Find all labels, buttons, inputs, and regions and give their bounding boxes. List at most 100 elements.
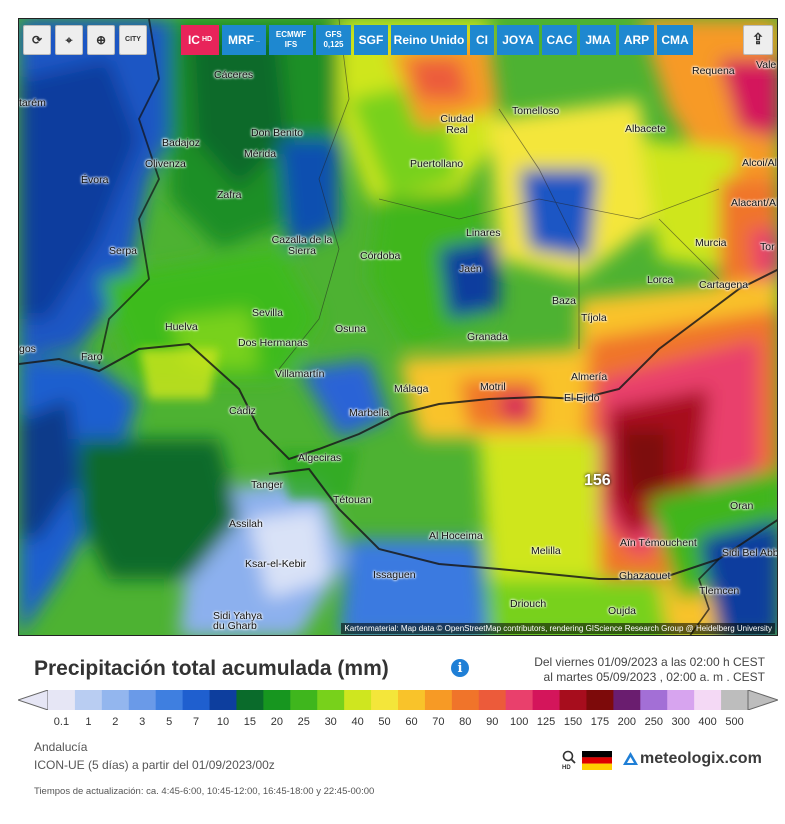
city-label: gos	[19, 343, 36, 355]
color-scale-ticks: 0.1 1 2 3 5 7 10 15 20 25 30 40 50 60 70 80 90 100 125 150 1…	[18, 716, 778, 730]
city-label: Cartagena	[699, 279, 749, 291]
scale-tick-label: 10	[216, 716, 230, 728]
city-label: Tanger	[251, 479, 284, 491]
model-button-reino-unido[interactable]: Reino Unido	[391, 25, 467, 55]
model-button-mrf[interactable]: MRF _	[222, 25, 266, 55]
city-label: Cazalla de la Sierra	[271, 234, 333, 257]
scale-arrow-left	[18, 690, 49, 710]
scale-swatch	[371, 690, 399, 710]
model-label: IC	[187, 33, 200, 47]
model-label: JMA	[585, 33, 611, 47]
scale-arrow-right	[747, 690, 778, 710]
scale-tick-label: 0.1	[53, 716, 70, 728]
model-run: ICON-UE (5 días) a partir del 01/09/2023…	[34, 758, 275, 772]
city-label: Cádiz	[229, 405, 256, 417]
scale-swatch	[478, 690, 507, 710]
scale-tick-label: 200	[617, 716, 637, 728]
map-canvas	[19, 19, 777, 635]
model-label: MRF	[228, 33, 255, 47]
model-sublabel: _	[256, 36, 260, 43]
scale-swatch	[640, 690, 668, 710]
update-times: Tiempos de actualización: ca. 4:45-6:00,…	[34, 786, 375, 797]
model-button-arp[interactable]: ARP	[619, 25, 654, 55]
scale-swatch	[532, 690, 561, 710]
scale-swatch	[317, 690, 345, 710]
model-button-jma[interactable]: JMA	[580, 25, 616, 55]
zoom-icon[interactable]: ⊕	[87, 25, 115, 55]
model-button-ecmwf[interactable]: ECMWF IFS	[269, 25, 313, 55]
forecast-period: Del viernes 01/09/2023 a las 02:00 h CES…	[534, 655, 765, 685]
model-label: CMA	[661, 33, 689, 47]
scale-swatch	[290, 690, 318, 710]
scale-tick-label: 5	[166, 716, 173, 728]
scale-swatch	[424, 690, 453, 710]
city-label: Málaga	[394, 383, 429, 395]
city-label: Algeciras	[298, 452, 342, 464]
city-label: Puertollano	[410, 158, 464, 170]
brand-name[interactable]: meteologix.com	[640, 750, 762, 767]
city-label: Don Benito	[251, 127, 303, 139]
city-label: Córdoba	[360, 250, 401, 262]
city-label: Jaén	[459, 263, 482, 275]
model-button-cac[interactable]: CAC	[542, 25, 577, 55]
city-label: Dos Hermanas	[238, 337, 309, 349]
city-label: Granada	[467, 331, 508, 343]
scale-swatch	[559, 690, 587, 710]
city-label: Mérida	[244, 148, 277, 160]
model-button-sgf[interactable]: SGF	[354, 25, 388, 55]
scale-swatch	[451, 690, 480, 710]
model-sublabel: 0,125	[323, 40, 344, 49]
scale-tick-label: 175	[590, 716, 610, 728]
model-button-ic[interactable]: IC HD	[181, 25, 219, 55]
hd-label: HD	[562, 765, 571, 770]
scale-swatch	[182, 690, 211, 710]
city-label: Évora	[81, 174, 109, 186]
map-attribution: Kartenmaterial: Map data © OpenStreetMap…	[341, 623, 775, 634]
scale-swatch	[586, 690, 614, 710]
city-label: Driouch	[510, 598, 547, 610]
scale-tick-label: 40	[351, 716, 364, 728]
scale-tick-label: 25	[297, 716, 310, 728]
city-label: Zafra	[217, 189, 242, 201]
share-icon[interactable]: ⇪	[743, 25, 773, 55]
city-label: Lorca	[647, 274, 674, 286]
city-label: Tomelloso	[512, 105, 560, 117]
scale-swatch	[613, 690, 641, 710]
city-label: Melilla	[531, 545, 561, 557]
city-label: Cáceres	[214, 69, 254, 81]
city-label: Faro	[81, 351, 103, 363]
hd-search-icon[interactable]: HD	[561, 750, 577, 770]
refresh-icon[interactable]: ⟳	[23, 25, 51, 55]
scale-tick-label: 500	[725, 716, 744, 728]
city-label: Oran	[730, 500, 754, 512]
model-label: ARP	[623, 33, 650, 47]
city-toggle-button[interactable]: CITY	[119, 25, 147, 55]
scale-tick-label: 100	[509, 716, 529, 728]
max-precipitation-value: 156	[584, 472, 611, 489]
model-button-cma[interactable]: CMA	[657, 25, 693, 55]
model-label: GFS	[325, 30, 342, 39]
scale-tick-label: 400	[698, 716, 717, 728]
city-label: Olivenza	[145, 158, 186, 170]
precipitation-map[interactable]: ⟳ ⌖ ⊕ CITY IC HD MRF _ ECMWF IFS GFS 0,125 S…	[18, 18, 778, 636]
legend-title: Precipitación total acumulada (mm)	[34, 657, 389, 680]
germany-flag-icon[interactable]	[582, 751, 612, 770]
location-pin-icon[interactable]: ⌖	[55, 25, 83, 55]
model-button-ci[interactable]: CI	[470, 25, 494, 55]
city-label: Vale	[756, 59, 777, 71]
model-toolbar: ⟳ ⌖ ⊕ CITY IC HD MRF _ ECMWF IFS GFS 0,125 S…	[19, 25, 777, 55]
scale-tick-label: 20	[270, 716, 283, 728]
info-icon[interactable]: i	[451, 659, 469, 677]
scale-tick-label: 90	[486, 716, 499, 728]
city-label: Huelva	[165, 321, 198, 333]
city-label: Requena	[692, 65, 735, 77]
scale-tick-label: 125	[536, 716, 556, 728]
model-button-gfs[interactable]: GFS 0,125	[316, 25, 351, 55]
model-label: CI	[476, 33, 488, 47]
city-label: Ghazaouet	[619, 570, 671, 582]
model-button-joya[interactable]: JOYA	[497, 25, 539, 55]
scale-tick-label: 300	[671, 716, 690, 728]
city-label: tarém	[19, 97, 46, 109]
city-label: Osuna	[335, 323, 366, 335]
scale-tick-label: 80	[459, 716, 472, 728]
